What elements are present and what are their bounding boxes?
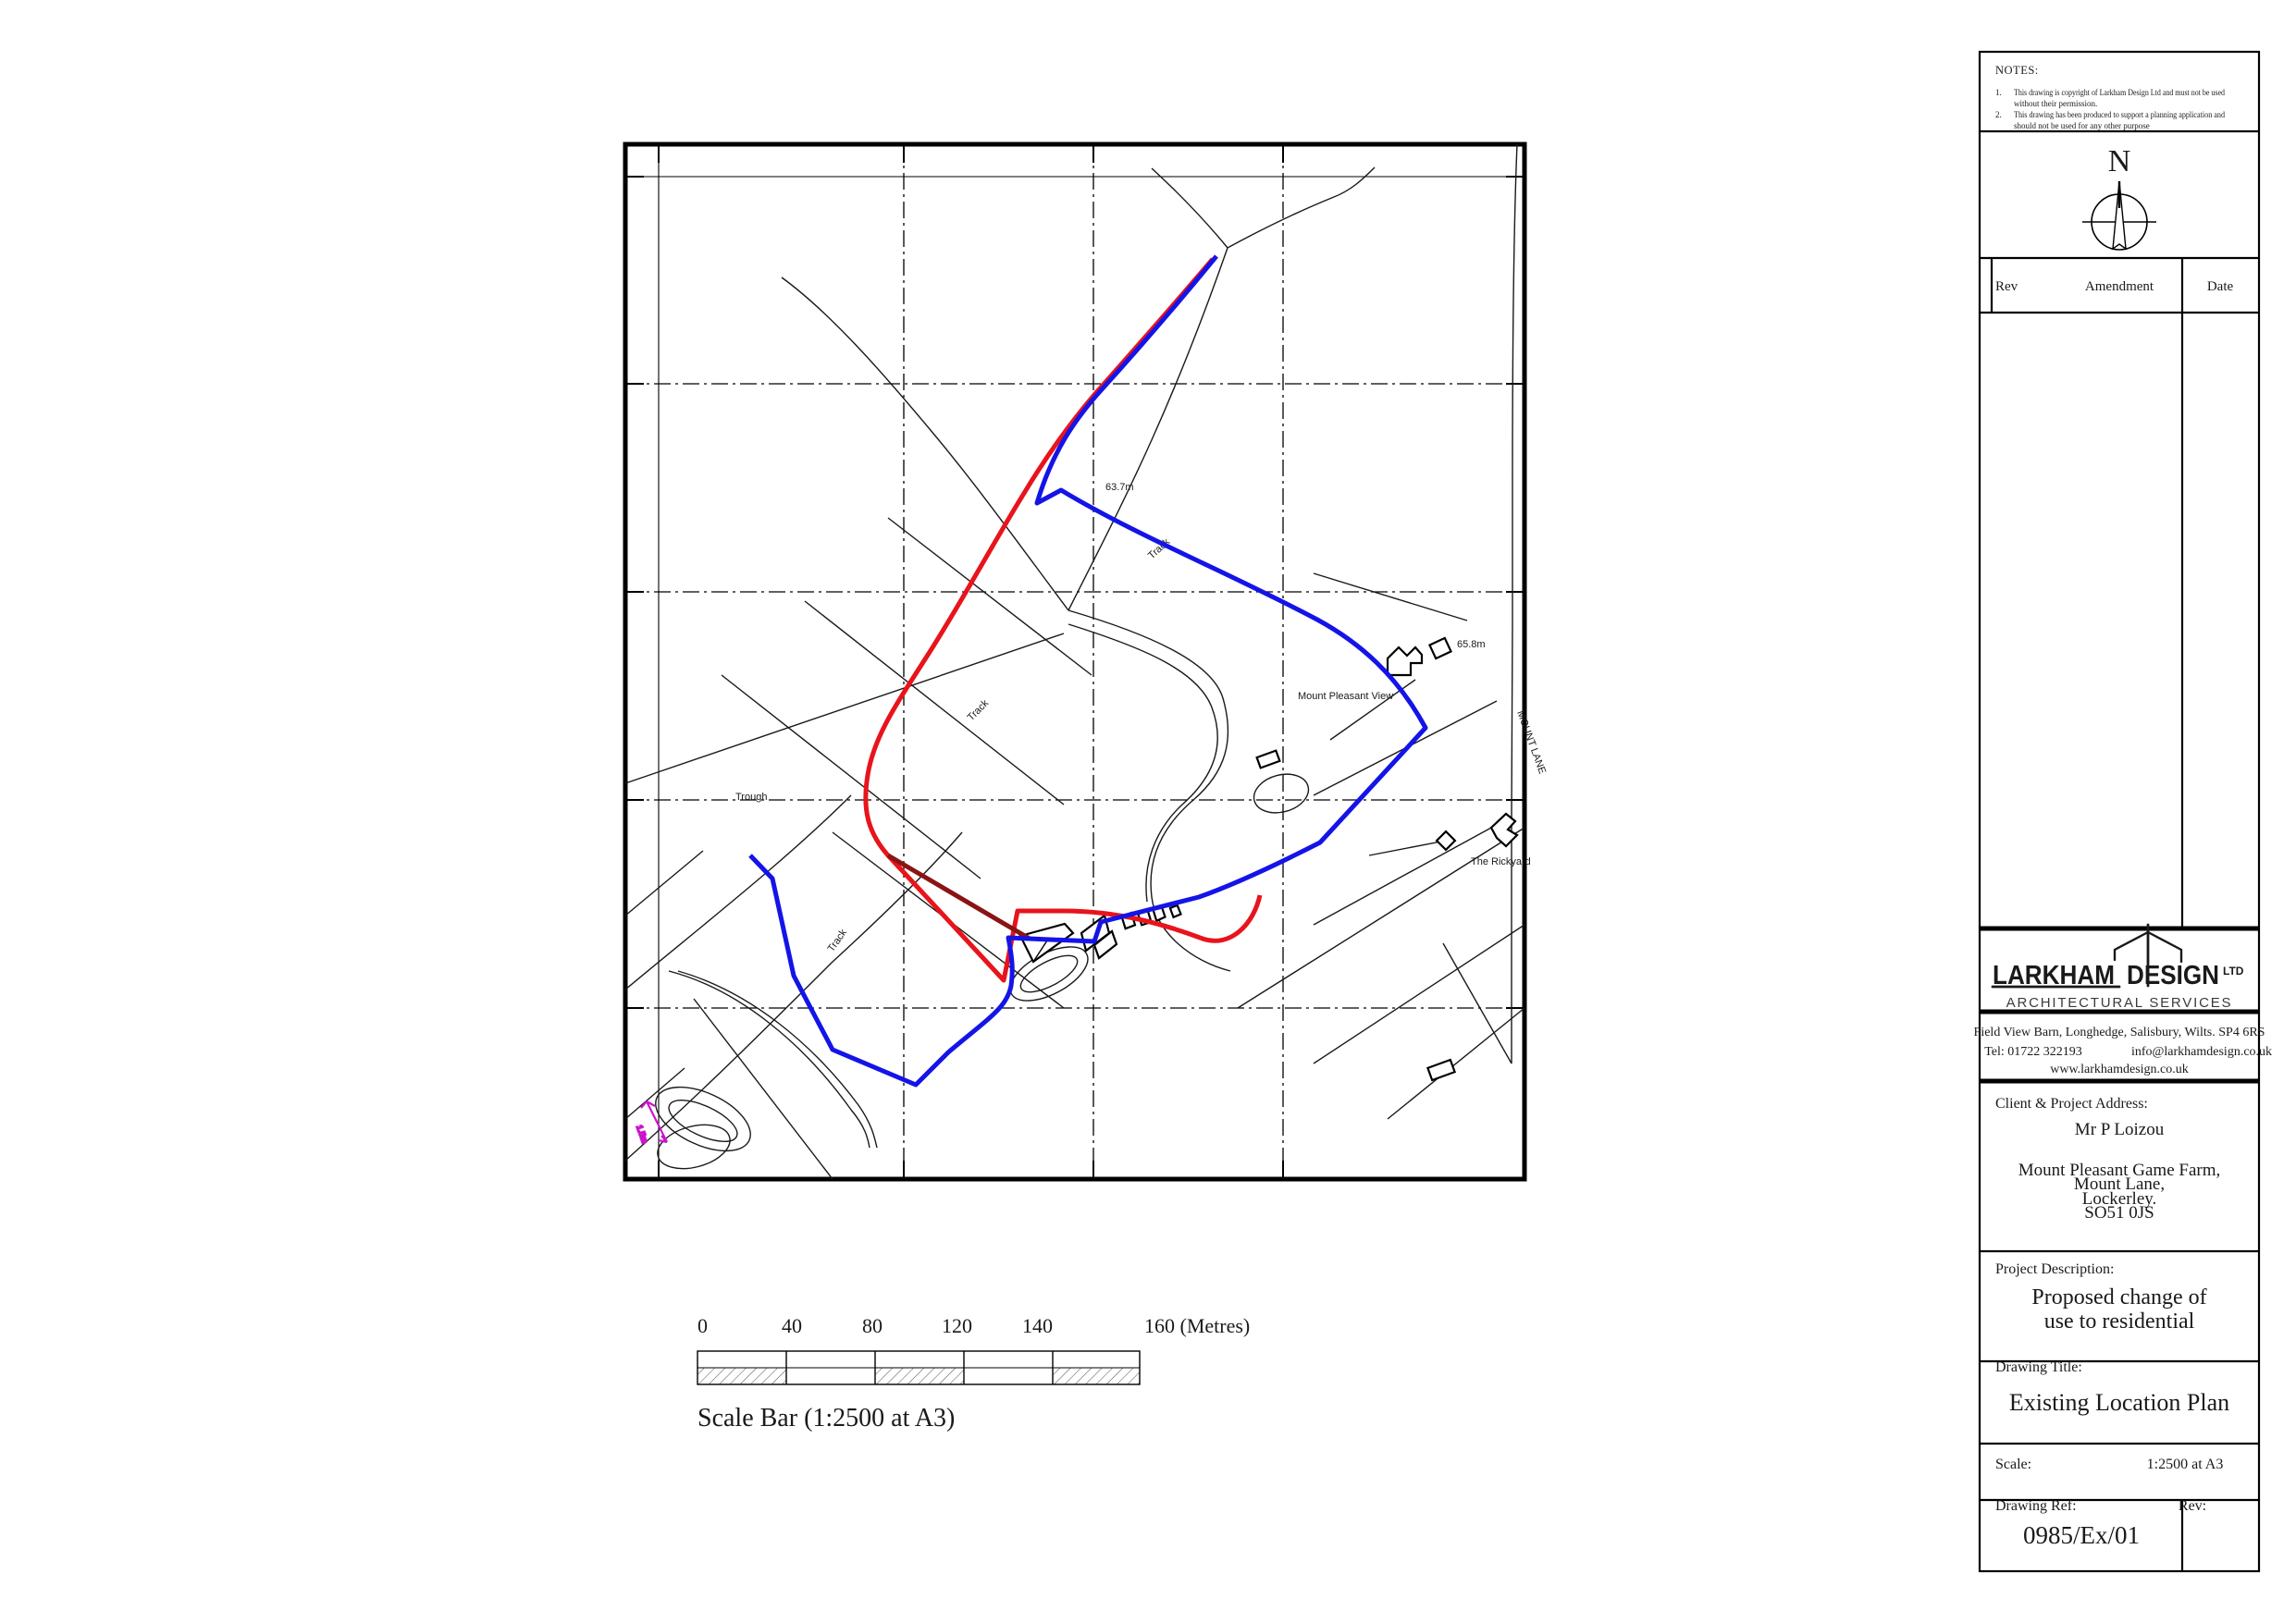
svg-text:140: 140 [1022, 1314, 1053, 1337]
svg-text:Drawing Ref:: Drawing Ref: [1995, 1498, 2077, 1514]
svg-text:ARCHITECTURAL SERVICES: ARCHITECTURAL SERVICES [2006, 995, 2233, 1011]
svg-text:DESIGN: DESIGN [2127, 961, 2219, 990]
svg-text:Drawing Title:: Drawing Title: [1995, 1359, 2082, 1375]
svg-text:63.7m: 63.7m [1105, 482, 1134, 493]
svg-text:Date: Date [2207, 279, 2234, 294]
svg-text:160 (Metres): 160 (Metres) [1144, 1314, 1250, 1337]
svg-text:N: N [2108, 144, 2131, 178]
svg-text:use to residential: use to residential [2044, 1309, 2195, 1334]
svg-text:info@larkhamdesign.co.uk: info@larkhamdesign.co.uk [2131, 1045, 2272, 1059]
svg-text:without their permission.: without their permission. [2014, 99, 2097, 108]
svg-text:www.larkhamdesign.co.uk: www.larkhamdesign.co.uk [2050, 1063, 2189, 1076]
svg-text:LTD: LTD [2223, 965, 2244, 977]
svg-text:2.: 2. [1995, 110, 2002, 119]
svg-text:120: 120 [942, 1314, 972, 1337]
svg-text:Scale:: Scale: [1995, 1457, 2031, 1472]
svg-text:0: 0 [697, 1314, 708, 1337]
svg-text:Scale Bar (1:2500 at A3): Scale Bar (1:2500 at A3) [697, 1404, 955, 1432]
svg-text:Client & Project Address:: Client & Project Address: [1995, 1096, 2148, 1112]
svg-text:1.: 1. [1995, 88, 2002, 97]
svg-text:40: 40 [782, 1314, 802, 1337]
svg-text:Rev:: Rev: [2179, 1498, 2206, 1514]
svg-text:Tel: 01722 322193: Tel: 01722 322193 [1984, 1045, 2082, 1059]
svg-text:should not be used for any oth: should not be used for any other purpose [2014, 121, 2150, 130]
svg-text:Trough: Trough [735, 792, 767, 803]
svg-text:1:2500 at A3: 1:2500 at A3 [2147, 1457, 2224, 1472]
svg-text:0985/Ex/01: 0985/Ex/01 [2023, 1521, 2140, 1549]
svg-text:Field View Barn, Longhedge, Sa: Field View Barn, Longhedge, Salisbury, W… [1974, 1026, 2265, 1039]
svg-text:Mr P Loizou: Mr P Loizou [2075, 1120, 2165, 1139]
svg-text:The Rickyard: The Rickyard [1471, 856, 1531, 867]
svg-text:NOTES:: NOTES: [1995, 64, 2039, 77]
svg-text:Proposed change of: Proposed change of [2031, 1285, 2206, 1309]
svg-text:65.8m: 65.8m [1457, 639, 1486, 650]
svg-text:Amendment: Amendment [2085, 279, 2154, 294]
svg-text:Existing Location Plan: Existing Location Plan [2009, 1389, 2229, 1416]
svg-text:SO51 0JS: SO51 0JS [2084, 1203, 2154, 1223]
svg-text:This drawing is copyright of L: This drawing is copyright of Larkham Des… [2014, 88, 2225, 97]
svg-text:80: 80 [862, 1314, 883, 1337]
svg-text:Rev: Rev [1995, 279, 2018, 294]
svg-text:Project Description:: Project Description: [1995, 1261, 2114, 1277]
svg-text:LARKHAM: LARKHAM [1993, 961, 2115, 990]
svg-text:Mount Pleasant View: Mount Pleasant View [1298, 691, 1393, 702]
svg-text:This drawing has been produced: This drawing has been produced to suppor… [2014, 110, 2225, 119]
